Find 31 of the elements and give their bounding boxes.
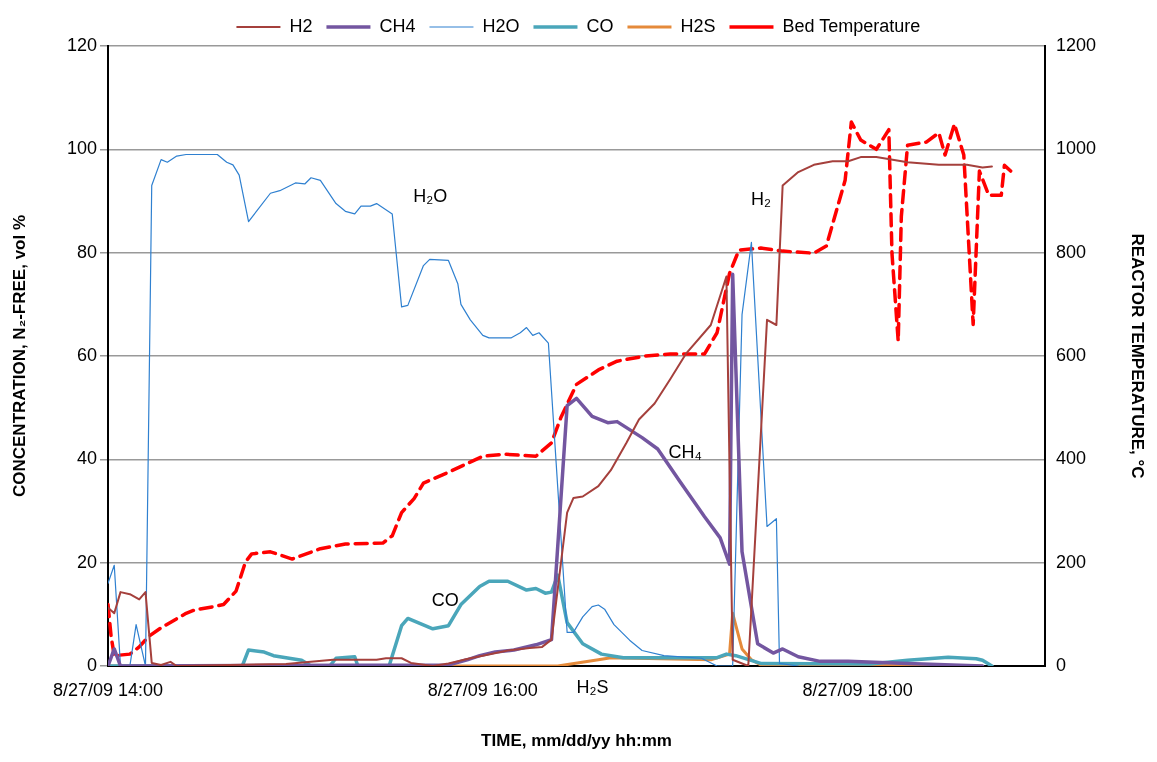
legend-label: H2S [680,15,716,36]
y2-tick-label: 200 [1056,551,1087,572]
legend-label: CH4 [379,15,416,36]
y-tick-label: 20 [76,551,97,572]
y2-tick-label: 0 [1056,654,1067,675]
x-axis-title: TIME, mm/dd/yy hh:mm [481,731,672,751]
legend-label: H2O [482,15,520,36]
y-tick-label: 120 [66,34,97,55]
x-tick-label: 8/27/09 14:00 [52,679,164,700]
y-tick-label: 100 [66,138,97,159]
text: H₂S [576,676,609,697]
y-tick-label: 0 [86,654,97,675]
y2-tick-label: 600 [1056,344,1087,365]
legend-label: Bed Temperature [782,15,921,36]
annotation: CH₄ [668,442,702,463]
y-tick-label: 40 [76,448,97,469]
y2-tick-label: 800 [1056,241,1087,262]
y2-tick-label: 400 [1056,448,1087,469]
legend-label: CO [586,15,614,36]
y-tick-label: 80 [76,241,97,262]
y2-axis-title: REACTOR TEMPERATURE, °C [1128,233,1148,479]
annotation: H₂ [751,189,772,210]
y-tick-label: 60 [76,344,97,365]
x-tick-label: 8/27/09 18:00 [802,679,913,700]
annotation: H₂O [413,186,448,207]
annotation: CO [431,590,459,611]
x-tick-label: 8/27/09 16:00 [427,679,538,700]
y2-tick-label: 1200 [1056,34,1097,55]
y2-tick-label: 1000 [1056,138,1097,159]
y-axis-title: CONCENTRATION, N₂-FREE, vol % [9,214,29,498]
legend-label: H2 [289,15,313,36]
